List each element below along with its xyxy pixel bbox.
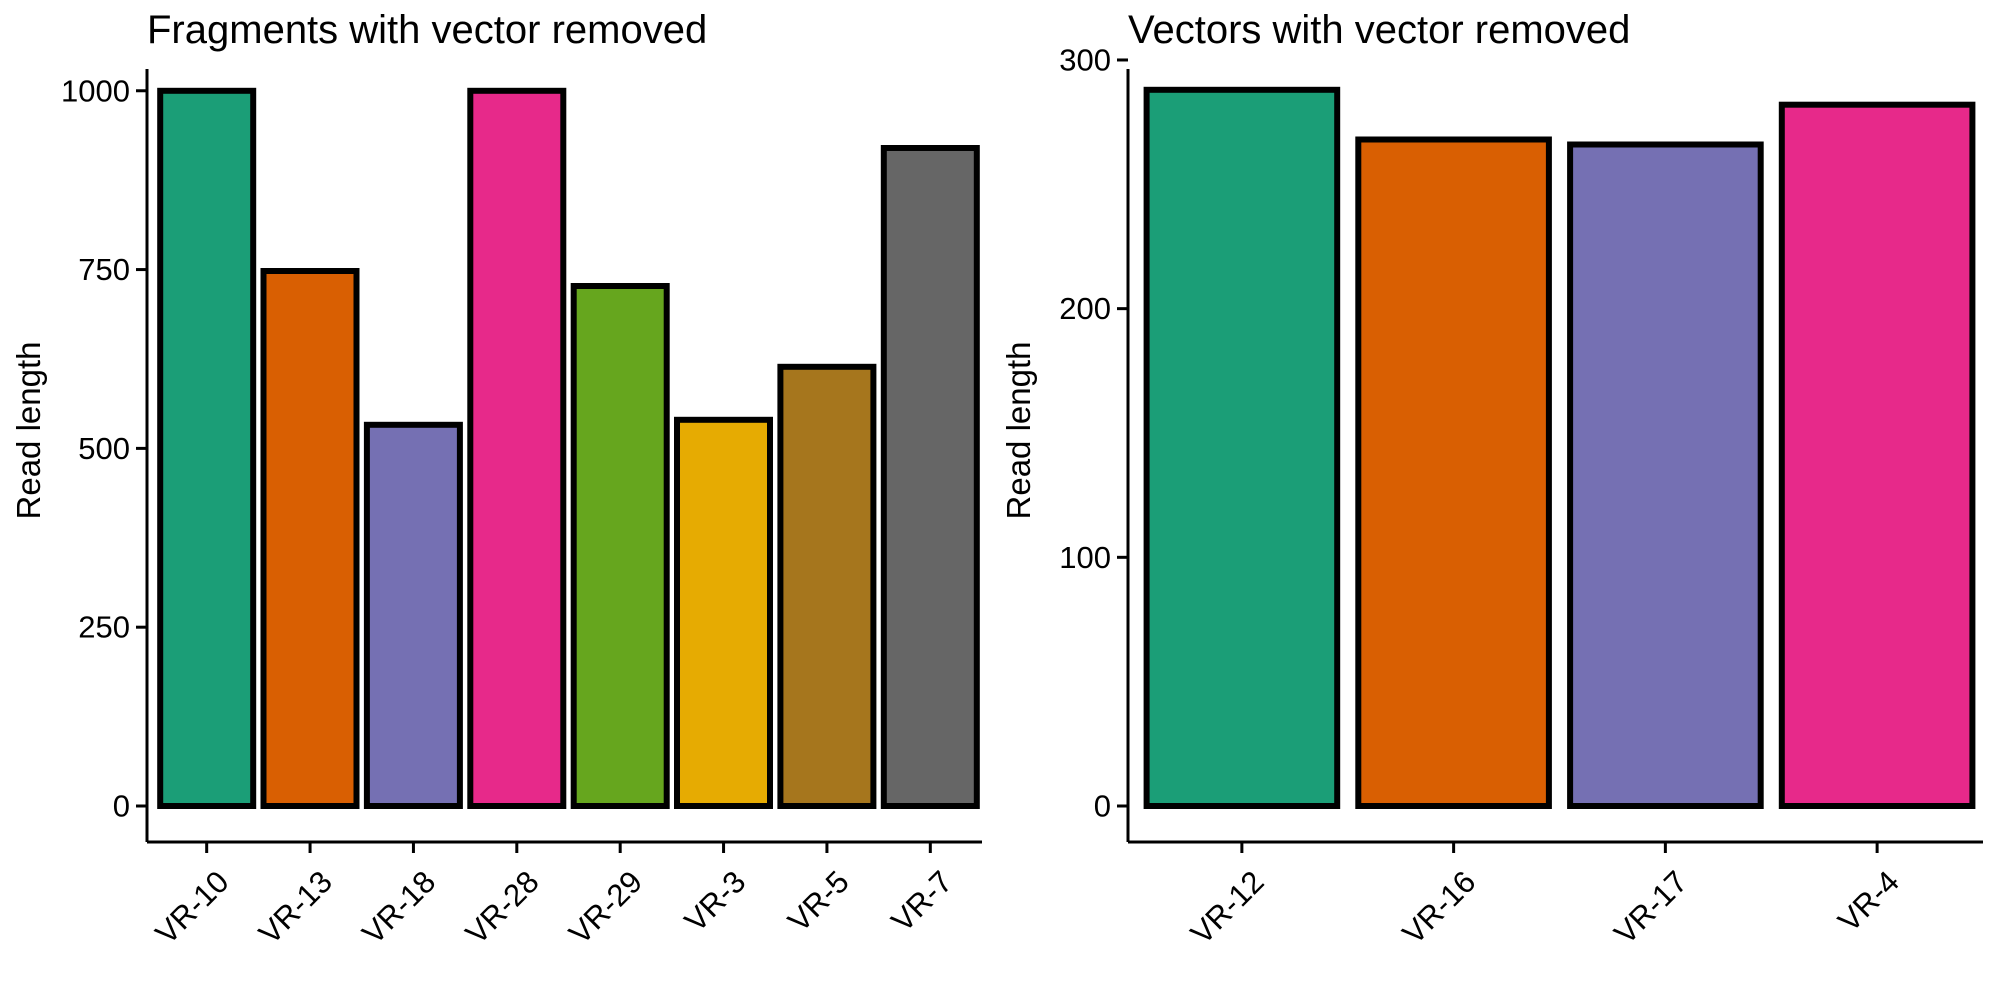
y-axis-label: Read length: [1000, 342, 1037, 520]
x-tick-label: VR-16: [1396, 864, 1483, 951]
bar-vr-12: [1143, 86, 1341, 810]
chart-title: Vectors with vector removed: [1128, 8, 1630, 52]
bar-vr-28: [467, 87, 567, 810]
y-tick-label: 500: [78, 431, 130, 466]
x-tick-label: VR-13: [252, 864, 339, 951]
bar-vr-13: [260, 268, 360, 809]
bar-vr-7: [880, 145, 980, 809]
x-tick-label: VR-10: [149, 864, 236, 951]
y-tick-label: 750: [78, 252, 130, 287]
bar-vr-17: [1567, 141, 1764, 809]
bar-vr-29: [570, 283, 670, 809]
x-tick-label: VR-12: [1184, 864, 1271, 951]
chart-panel-1: Fragments with vector removed Read length…: [10, 8, 982, 951]
y-tick-label: 0: [113, 789, 130, 824]
y-tick-label: 200: [1059, 291, 1111, 326]
x-tick-label: VR-28: [459, 864, 546, 951]
y-tick-label: 100: [1059, 540, 1111, 575]
bar-vr-4: [1778, 101, 1976, 809]
y-tick-label: 300: [1059, 42, 1111, 77]
bar-vr-3: [674, 416, 773, 809]
bar-vr-5: [777, 363, 877, 809]
x-tick-label: VR-3: [678, 864, 753, 939]
chart-panel-2: Vectors with vector removed Read length VR…: [1000, 8, 1983, 951]
y-tick-label: 1000: [61, 73, 130, 108]
y-axis-label: Read length: [10, 342, 47, 520]
x-tick-label: VR-18: [355, 864, 442, 951]
chart-title: Fragments with vector removed: [147, 8, 707, 52]
x-tick-label: VR-17: [1607, 864, 1694, 951]
x-tick-label: VR-5: [781, 864, 856, 939]
x-tick-label: VR-4: [1831, 864, 1906, 939]
y-tick-label: 0: [1094, 789, 1111, 824]
x-tick-label: VR-29: [562, 864, 649, 951]
y-tick-label: 250: [78, 610, 130, 645]
bar-vr-16: [1355, 136, 1552, 809]
bar-vr-10: [157, 87, 257, 810]
bar-vr-18: [363, 421, 463, 809]
x-tick-label: VR-7: [884, 864, 959, 939]
